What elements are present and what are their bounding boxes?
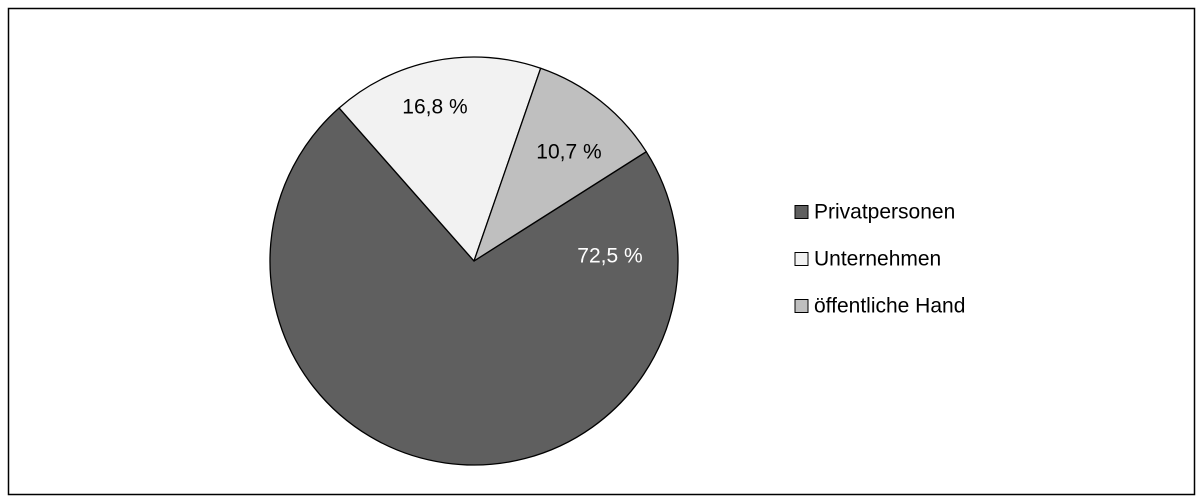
pie-slice-öffentliche-hand xyxy=(473,67,647,262)
legend: Privatpersonen Unternehmen öffentliche Han… xyxy=(794,201,965,318)
legend-swatch-0 xyxy=(794,205,809,219)
legend-label-1: Unternehmen xyxy=(814,248,941,271)
pie-slice-unternehmen xyxy=(338,56,542,262)
pie-slice-privatpersonen xyxy=(269,107,679,466)
legend-swatch-1 xyxy=(794,252,809,266)
legend-label-0: Privatpersonen xyxy=(814,201,955,224)
data-label-1: 16,8 % xyxy=(402,96,467,119)
data-label-2: 10,7 % xyxy=(536,141,601,164)
legend-label-2: öffentliche Hand xyxy=(814,295,965,318)
data-label-0: 72,5 % xyxy=(577,245,642,268)
pie-data-labels: 72,5 % 16,8 % 10,7 % xyxy=(402,96,642,268)
pie-slices xyxy=(269,56,679,466)
legend-swatch-2 xyxy=(794,299,809,313)
